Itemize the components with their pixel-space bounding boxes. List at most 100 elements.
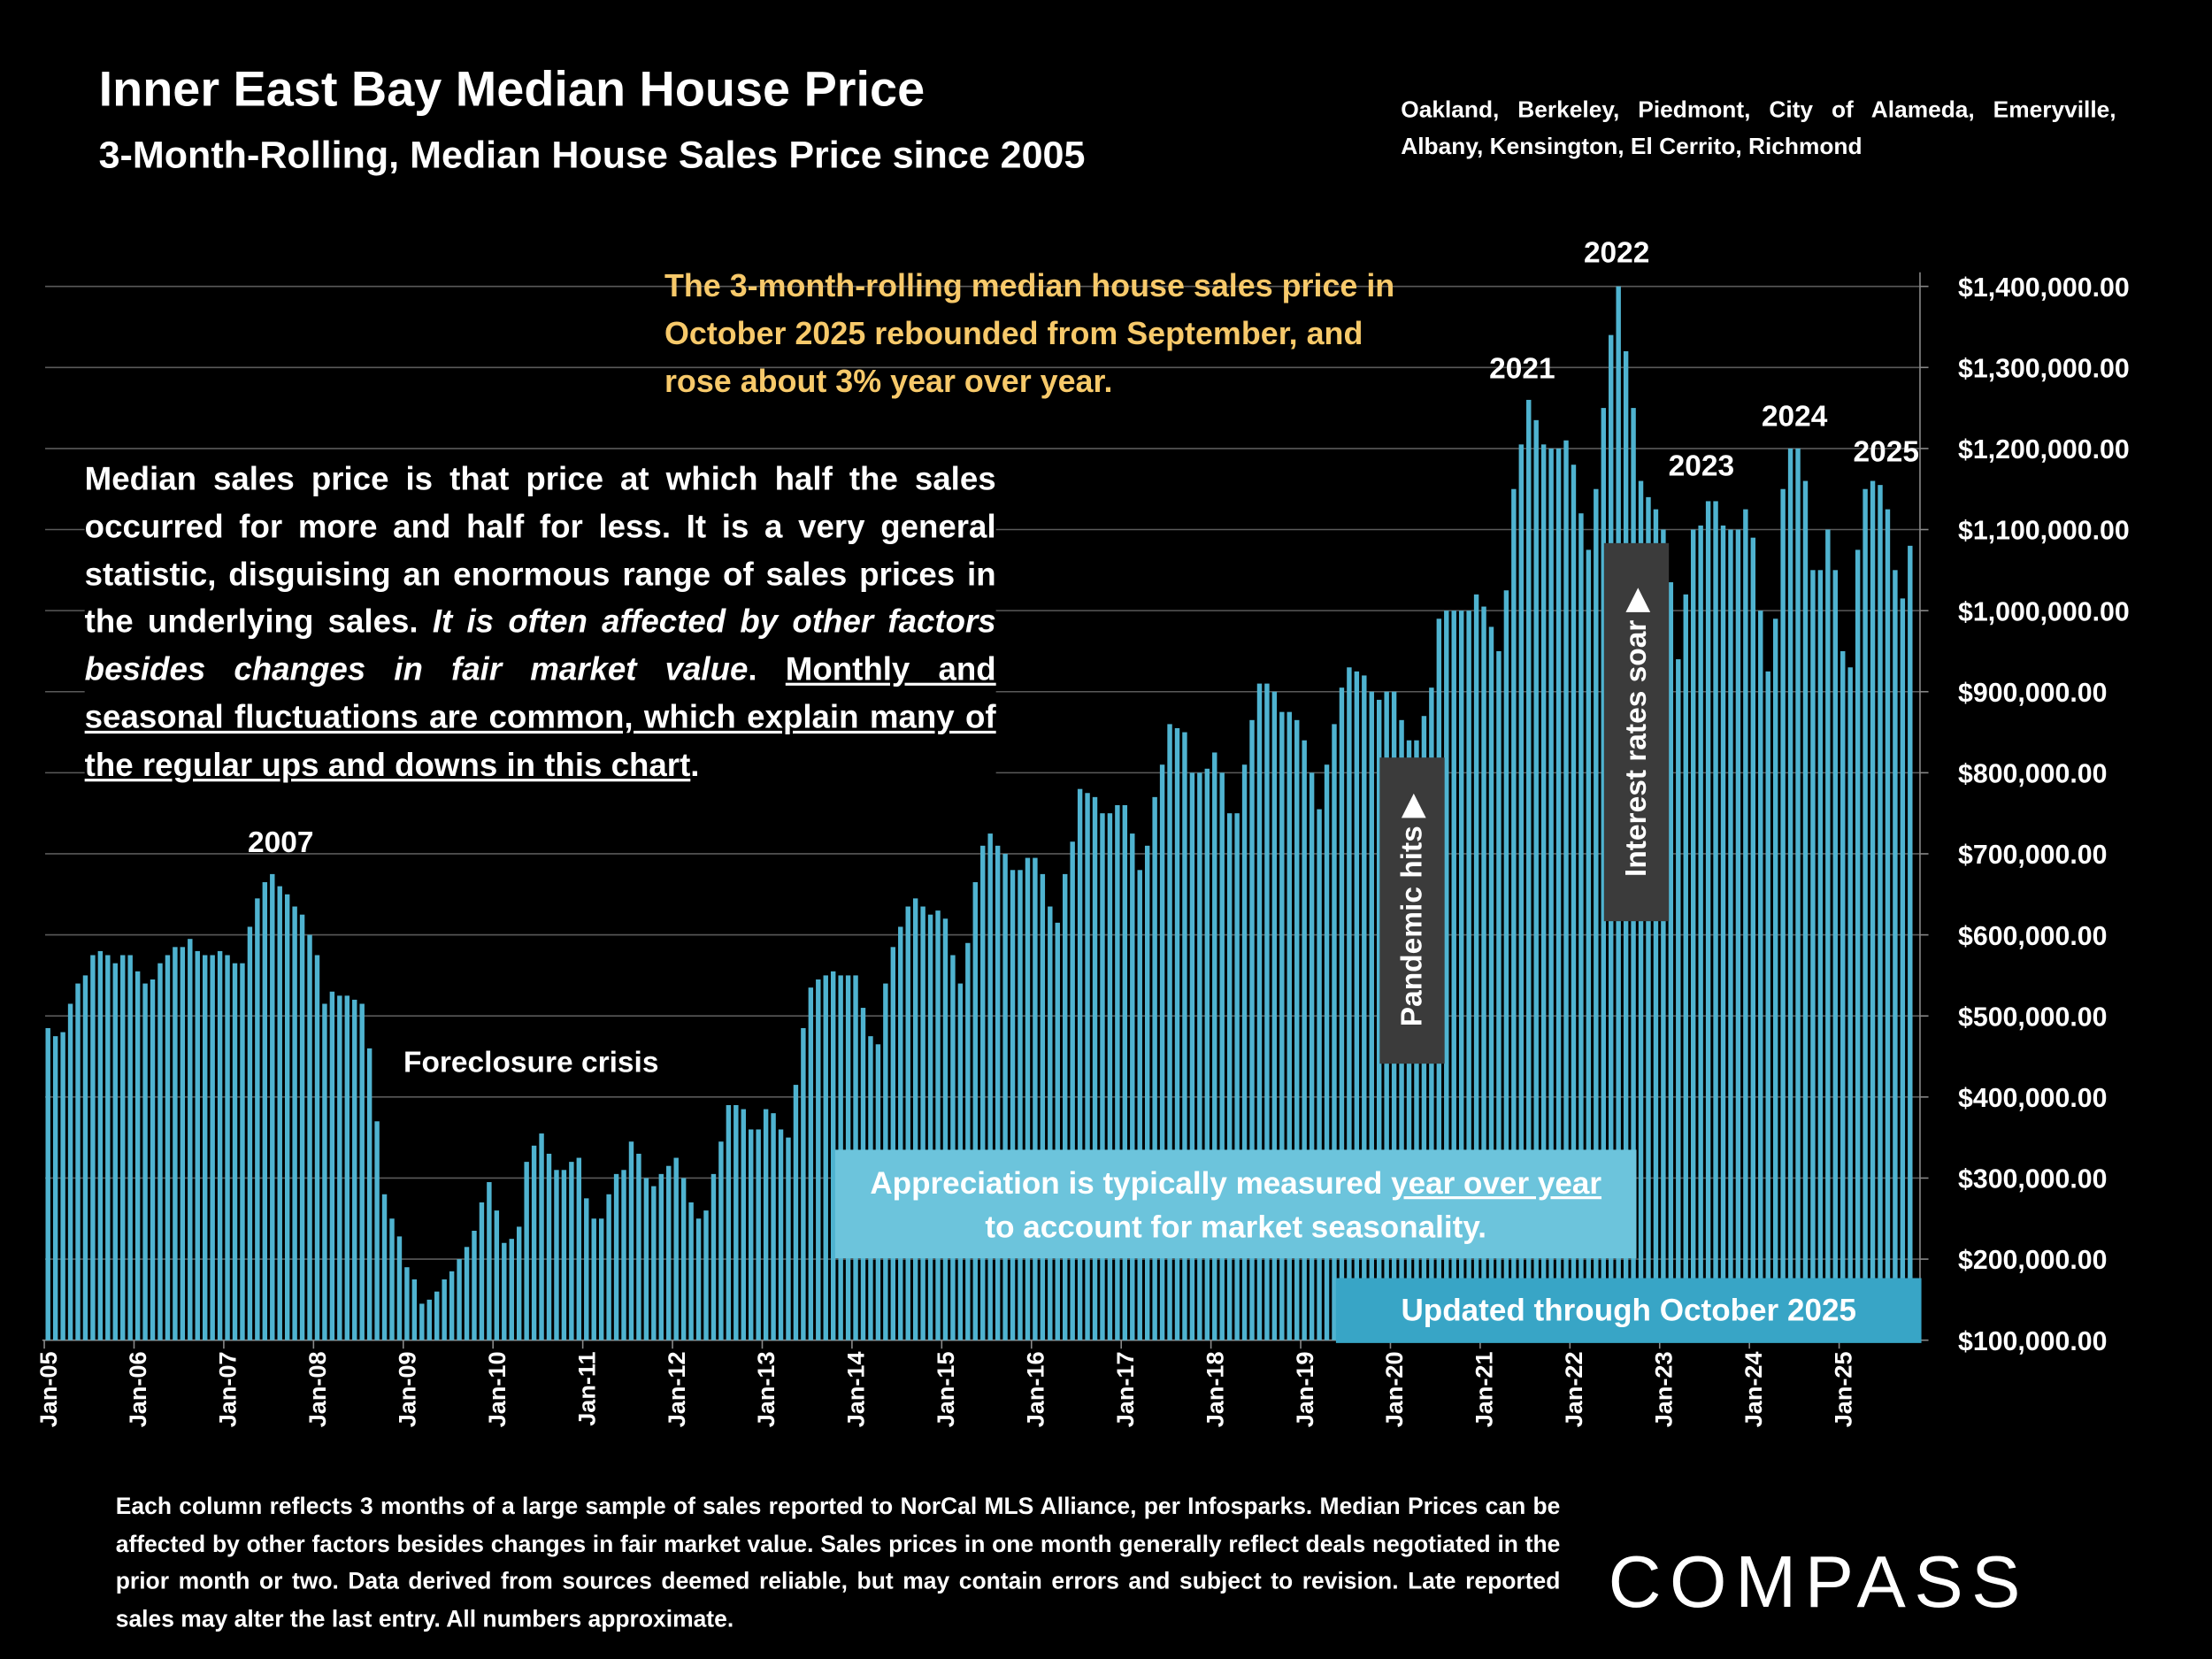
year-label: 2022 [1583, 236, 1650, 270]
bar [157, 963, 163, 1340]
bar [404, 1267, 410, 1340]
text-segment: Median sales price is that price at whic… [84, 459, 996, 640]
bar [1473, 594, 1479, 1340]
bar [1772, 618, 1778, 1340]
bar [344, 995, 350, 1340]
y-tick-label: $300,000.00 [1958, 1165, 2107, 1194]
bar [516, 1226, 522, 1340]
bar [60, 1032, 65, 1340]
updated-box: Updated through October 2025 [1335, 1278, 1922, 1343]
bar [1376, 699, 1382, 1340]
bar [314, 955, 320, 1340]
text-segment: Appreciation is typically measured [870, 1164, 1392, 1201]
bar [1264, 683, 1270, 1340]
bar [546, 1153, 552, 1340]
bar [942, 918, 949, 1340]
y-tick-label: $700,000.00 [1958, 841, 2107, 870]
y-tick-label: $500,000.00 [1958, 1002, 2107, 1032]
y-tick-label: $1,100,000.00 [1958, 517, 2130, 546]
bar [374, 1121, 380, 1340]
bar [292, 906, 297, 1340]
y-tick-label: $1,200,000.00 [1958, 435, 2130, 465]
crisis-label: Foreclosure crisis [403, 1047, 659, 1079]
year-label: 2025 [1853, 435, 1919, 469]
bar [1765, 671, 1770, 1340]
bar [1817, 570, 1824, 1340]
bar [1653, 509, 1659, 1340]
bar [1496, 650, 1502, 1340]
bar [255, 898, 260, 1340]
bar [703, 1210, 709, 1340]
bar [771, 1113, 776, 1340]
bar [366, 1048, 373, 1340]
text-segment: It is often affected by other factors be… [84, 603, 996, 687]
bar [1167, 724, 1172, 1340]
x-tick-label: Jan-13 [752, 1351, 780, 1427]
bar [1832, 570, 1839, 1340]
bar [1317, 809, 1322, 1340]
bar [778, 1129, 784, 1340]
bar [1780, 488, 1786, 1340]
bar [786, 1137, 791, 1340]
bar [434, 1291, 440, 1340]
bar [808, 987, 814, 1340]
bar [419, 1303, 425, 1340]
bar [1728, 529, 1733, 1340]
bar [524, 1162, 529, 1340]
bar [890, 947, 896, 1340]
bar [1578, 513, 1584, 1340]
bar [67, 1003, 73, 1340]
y-tick-label: $1,000,000.00 [1958, 597, 2130, 626]
bar [1451, 611, 1456, 1340]
bar [972, 882, 978, 1340]
bar [150, 979, 156, 1340]
title: Inner East Bay Median House Price [98, 62, 926, 118]
x-tick-label: Jan-11 [572, 1351, 600, 1425]
y-tick-label: $200,000.00 [1958, 1246, 2107, 1275]
bar [606, 1194, 611, 1340]
bar [1810, 570, 1816, 1340]
bar [1661, 529, 1666, 1340]
y-tick-label: $1,300,000.00 [1958, 354, 2130, 383]
bar [1174, 727, 1180, 1340]
bar [1511, 488, 1517, 1340]
bar [1347, 667, 1352, 1340]
bar [561, 1170, 567, 1340]
bar [1152, 796, 1157, 1340]
x-tick-label: Jan-17 [1111, 1351, 1139, 1427]
bar [576, 1157, 582, 1340]
bar [1481, 606, 1486, 1340]
bar [142, 983, 148, 1340]
bar [1063, 873, 1068, 1340]
bar [165, 955, 171, 1340]
bar [105, 955, 111, 1340]
bar [987, 833, 993, 1340]
bar [1070, 841, 1075, 1340]
bar [763, 1109, 769, 1340]
bar [1002, 853, 1008, 1340]
bar [1855, 549, 1861, 1340]
year-label: 2023 [1668, 449, 1735, 483]
bar [1878, 485, 1883, 1340]
bar [359, 1003, 365, 1340]
bar [479, 1202, 485, 1340]
bar [905, 906, 910, 1340]
x-tick-label: Jan-09 [393, 1351, 420, 1427]
footer: Each column reflects 3 months of a large… [115, 1492, 1561, 1632]
bar [262, 882, 268, 1340]
bar [1130, 833, 1135, 1340]
bar [411, 1279, 418, 1340]
bar [569, 1162, 574, 1340]
bar [1847, 667, 1853, 1340]
bar [1444, 611, 1449, 1340]
bar [322, 1003, 327, 1340]
bar [1048, 906, 1053, 1340]
bar [1294, 719, 1300, 1340]
year-label: 2024 [1761, 400, 1828, 434]
bar [830, 971, 836, 1340]
bar [270, 873, 275, 1340]
bar [1690, 529, 1696, 1340]
bar [726, 1104, 732, 1340]
bar [1458, 611, 1464, 1340]
bar [531, 1145, 537, 1340]
